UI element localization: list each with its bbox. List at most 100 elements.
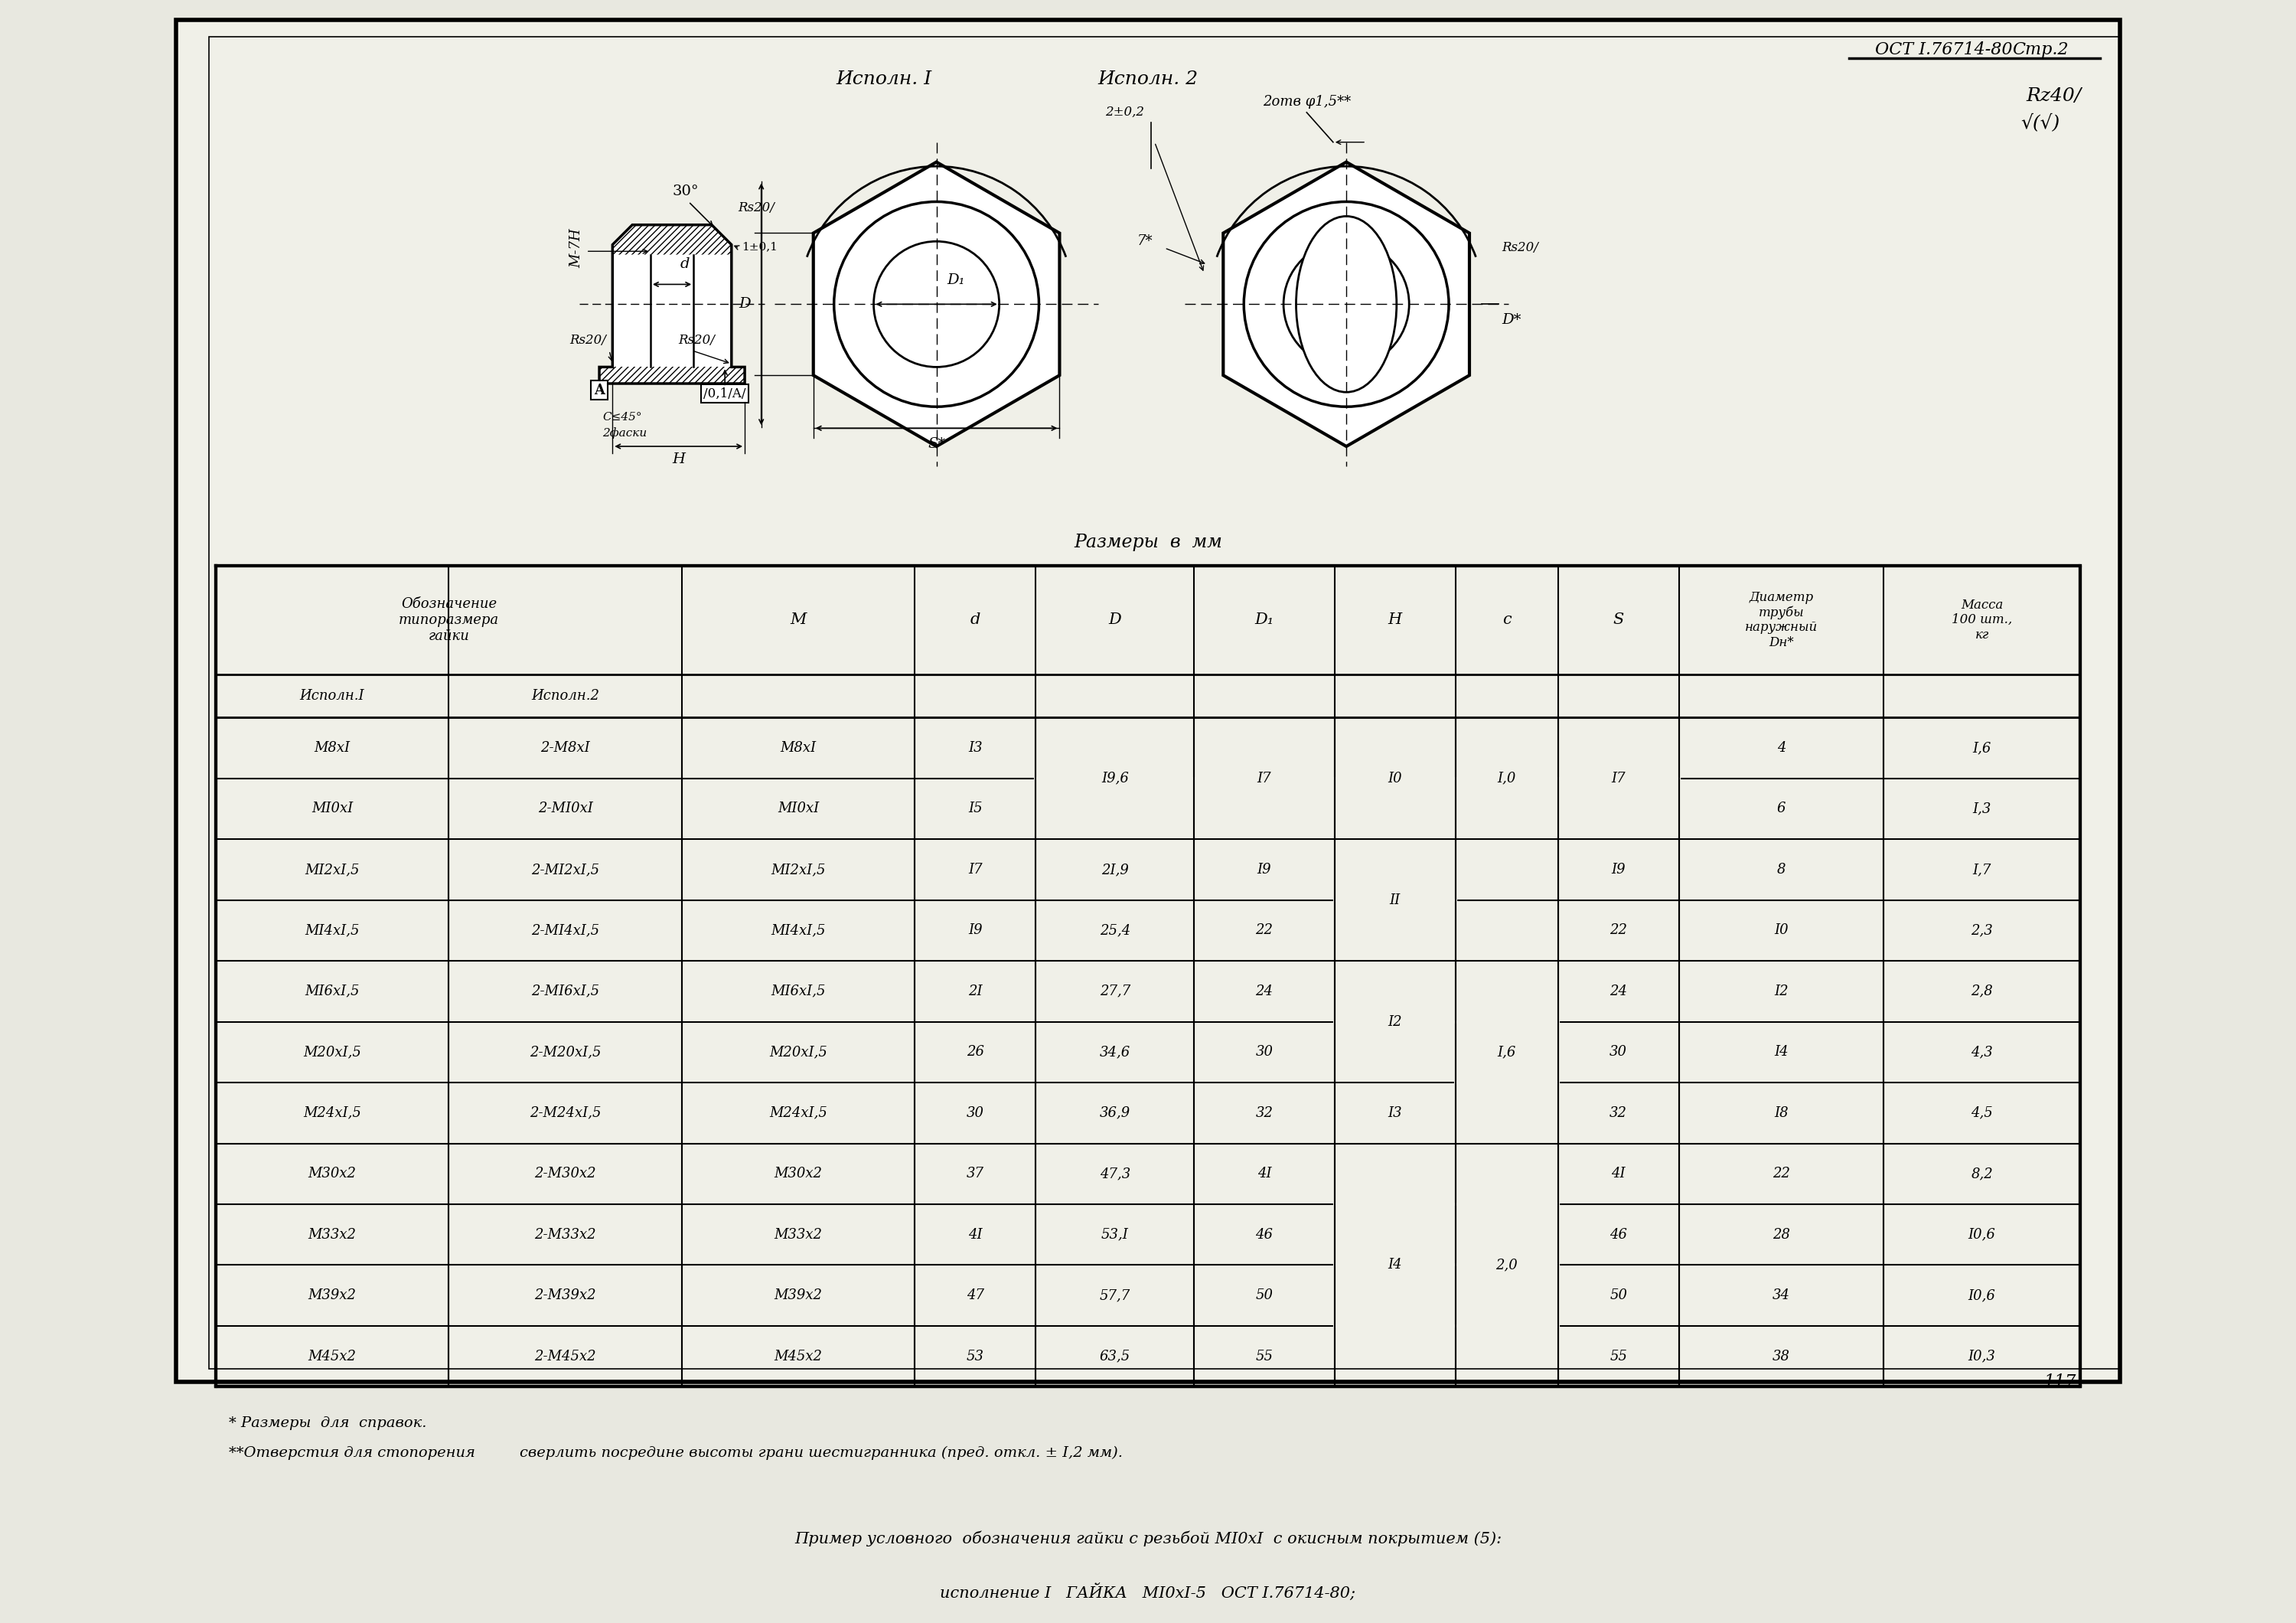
- Text: 4,3: 4,3: [1970, 1045, 1993, 1060]
- Text: I9,6: I9,6: [1102, 771, 1130, 786]
- Text: 4: 4: [1777, 742, 1786, 755]
- Text: 53: 53: [967, 1349, 985, 1363]
- Text: 2,0: 2,0: [1495, 1258, 1518, 1272]
- Text: 4I: 4I: [969, 1227, 983, 1242]
- Text: 22: 22: [1609, 923, 1628, 938]
- Text: 55: 55: [1609, 1349, 1628, 1363]
- Text: I0: I0: [1775, 923, 1789, 938]
- Text: I0,6: I0,6: [1968, 1227, 1995, 1242]
- Text: I,7: I,7: [1972, 863, 1991, 876]
- Text: 2-MI2xI,5: 2-MI2xI,5: [530, 863, 599, 876]
- Text: D: D: [739, 297, 751, 312]
- Text: M33x2: M33x2: [308, 1227, 356, 1242]
- Text: 4I: 4I: [1258, 1167, 1272, 1180]
- Text: 24: 24: [1256, 985, 1274, 998]
- Text: Rs20/: Rs20/: [680, 334, 716, 347]
- Text: M24xI,5: M24xI,5: [769, 1105, 827, 1120]
- Text: 22: 22: [1256, 923, 1274, 938]
- Text: 2-M20xI,5: 2-M20xI,5: [530, 1045, 602, 1060]
- Text: I7: I7: [1258, 771, 1272, 786]
- Text: 50: 50: [1609, 1289, 1628, 1302]
- Circle shape: [1244, 201, 1449, 407]
- Text: 2-M24xI,5: 2-M24xI,5: [530, 1105, 602, 1120]
- Text: MI6xI,5: MI6xI,5: [305, 985, 360, 998]
- Text: 8,2: 8,2: [1970, 1167, 1993, 1180]
- Text: M8xI: M8xI: [315, 742, 351, 755]
- Text: 30: 30: [1609, 1045, 1628, 1060]
- Text: I4: I4: [1775, 1045, 1789, 1060]
- Text: 36,9: 36,9: [1100, 1105, 1130, 1120]
- Text: H: H: [1389, 613, 1403, 626]
- Polygon shape: [1224, 162, 1469, 446]
- Text: I,0: I,0: [1497, 771, 1515, 786]
- Text: I7: I7: [1612, 771, 1626, 786]
- Text: 4I: 4I: [1612, 1167, 1626, 1180]
- Text: Исполн.2: Исполн.2: [530, 690, 599, 703]
- Text: D*: D*: [1502, 313, 1522, 328]
- Text: 1±0,1: 1±0,1: [742, 242, 778, 252]
- Polygon shape: [813, 162, 1058, 446]
- Text: Исполн. I: Исполн. I: [836, 70, 932, 88]
- Text: C≤45°: C≤45°: [602, 412, 643, 422]
- Text: M30x2: M30x2: [774, 1167, 822, 1180]
- Polygon shape: [599, 226, 744, 383]
- Text: 38: 38: [1773, 1349, 1791, 1363]
- Text: Стр.2: Стр.2: [2011, 41, 2069, 58]
- Text: 30: 30: [967, 1105, 985, 1120]
- Circle shape: [1283, 242, 1410, 367]
- Text: I0,6: I0,6: [1968, 1289, 1995, 1302]
- Text: 4,5: 4,5: [1970, 1105, 1993, 1120]
- Text: M24xI,5: M24xI,5: [303, 1105, 360, 1120]
- Text: M30x2: M30x2: [308, 1167, 356, 1180]
- Text: 47: 47: [967, 1289, 985, 1302]
- Text: 32: 32: [1609, 1105, 1628, 1120]
- Circle shape: [875, 242, 999, 367]
- Text: 30: 30: [1256, 1045, 1274, 1060]
- Text: D₁: D₁: [948, 274, 964, 287]
- Text: M-7H: M-7H: [569, 227, 583, 268]
- Text: MI4xI,5: MI4xI,5: [771, 923, 827, 938]
- Text: I9: I9: [969, 923, 983, 938]
- Text: 46: 46: [1256, 1227, 1274, 1242]
- Text: D₁: D₁: [1254, 613, 1274, 626]
- Text: 8: 8: [1777, 863, 1786, 876]
- Text: * Размеры  для  справок.: * Размеры для справок.: [230, 1417, 427, 1430]
- Text: MI0xI: MI0xI: [312, 802, 354, 816]
- Text: 47,3: 47,3: [1100, 1167, 1130, 1180]
- Text: I9: I9: [1612, 863, 1626, 876]
- Text: I0: I0: [1387, 771, 1403, 786]
- Text: сверлить посредине высоты грани шестигранника (пред. откл. ± I,2 мм).: сверлить посредине высоты грани шестигра…: [519, 1446, 1123, 1459]
- Text: I3: I3: [969, 742, 983, 755]
- Text: Обозначение
типоразмера
гайки: Обозначение типоразмера гайки: [400, 597, 498, 643]
- Text: I3: I3: [1387, 1105, 1403, 1120]
- Text: 2-MI4xI,5: 2-MI4xI,5: [530, 923, 599, 938]
- Text: Rz40/: Rz40/: [2025, 88, 2080, 105]
- Text: Исполн.I: Исполн.I: [301, 690, 365, 703]
- Text: MI4xI,5: MI4xI,5: [305, 923, 360, 938]
- Text: 28: 28: [1773, 1227, 1791, 1242]
- Text: MI0xI: MI0xI: [778, 802, 820, 816]
- Text: I2: I2: [1387, 1014, 1403, 1029]
- Text: Rs20/: Rs20/: [569, 334, 606, 347]
- Text: 7*: 7*: [1137, 234, 1153, 248]
- Text: I,3: I,3: [1972, 802, 1991, 816]
- Text: M39x2: M39x2: [774, 1289, 822, 1302]
- Text: H: H: [673, 453, 684, 466]
- Text: M33x2: M33x2: [774, 1227, 822, 1242]
- Text: I4: I4: [1387, 1258, 1403, 1272]
- Text: ОСТ I.76714-80: ОСТ I.76714-80: [1876, 41, 2014, 58]
- Text: 34,6: 34,6: [1100, 1045, 1130, 1060]
- Text: /0,1/A/: /0,1/A/: [703, 386, 746, 399]
- Ellipse shape: [1295, 216, 1396, 393]
- Text: A: A: [595, 383, 604, 398]
- Text: M: M: [790, 613, 806, 626]
- Text: 2-M8xI: 2-M8xI: [540, 742, 590, 755]
- Text: Пример условного  обозначения гайки с резьбой МI0хI  с окисным покрытием (5):: Пример условного обозначения гайки с рез…: [794, 1530, 1502, 1547]
- Text: 2фаски: 2фаски: [602, 427, 647, 438]
- Text: I0,3: I0,3: [1968, 1349, 1995, 1363]
- Text: M8xI: M8xI: [781, 742, 817, 755]
- Text: 30°: 30°: [673, 185, 698, 198]
- Text: 26: 26: [967, 1045, 985, 1060]
- Text: 25,4: 25,4: [1100, 923, 1130, 938]
- Text: c: c: [1502, 613, 1511, 626]
